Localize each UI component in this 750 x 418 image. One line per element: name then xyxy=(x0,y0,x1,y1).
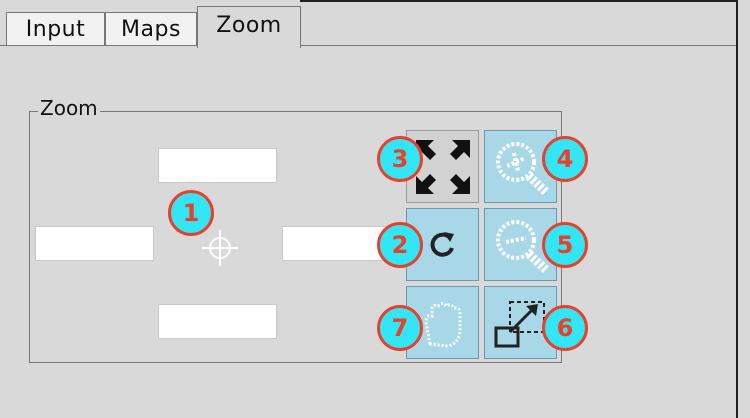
pan-hand-icon xyxy=(412,292,474,354)
refresh-icon xyxy=(412,214,474,276)
zoom-group-title: Zoom xyxy=(38,96,100,120)
zoom-box-button[interactable] xyxy=(484,286,557,359)
annotation-badge-2: 2 xyxy=(377,222,423,268)
annotation-badge-6: 6 xyxy=(542,305,588,351)
tab-strip: Input Maps Zoom xyxy=(0,0,750,48)
zoom-to-box-icon xyxy=(490,292,552,354)
zoom-out-icon xyxy=(490,214,552,276)
zoom-to-full-extent-icon xyxy=(412,136,474,198)
bottom-extent-field[interactable] xyxy=(158,304,277,339)
annotation-badge-1: 1 xyxy=(168,190,214,236)
zoom-out-button[interactable] xyxy=(484,208,557,281)
tab-divider-left xyxy=(0,45,197,46)
frame-border-top xyxy=(300,0,738,2)
frame-border-right xyxy=(736,0,738,418)
annotation-badge-3: 3 xyxy=(377,136,423,182)
tab-input[interactable]: Input xyxy=(6,12,105,45)
top-extent-field[interactable] xyxy=(158,148,277,183)
tab-zoom[interactable]: Zoom xyxy=(197,6,301,48)
tab-divider-right xyxy=(301,45,737,46)
crosshair-icon xyxy=(198,226,242,270)
annotation-badge-7: 7 xyxy=(377,305,423,351)
tab-maps[interactable]: Maps xyxy=(105,12,197,45)
zoom-in-icon xyxy=(490,136,552,198)
annotation-badge-4: 4 xyxy=(542,136,588,182)
left-extent-field[interactable] xyxy=(35,226,154,261)
annotation-badge-5: 5 xyxy=(542,222,588,268)
